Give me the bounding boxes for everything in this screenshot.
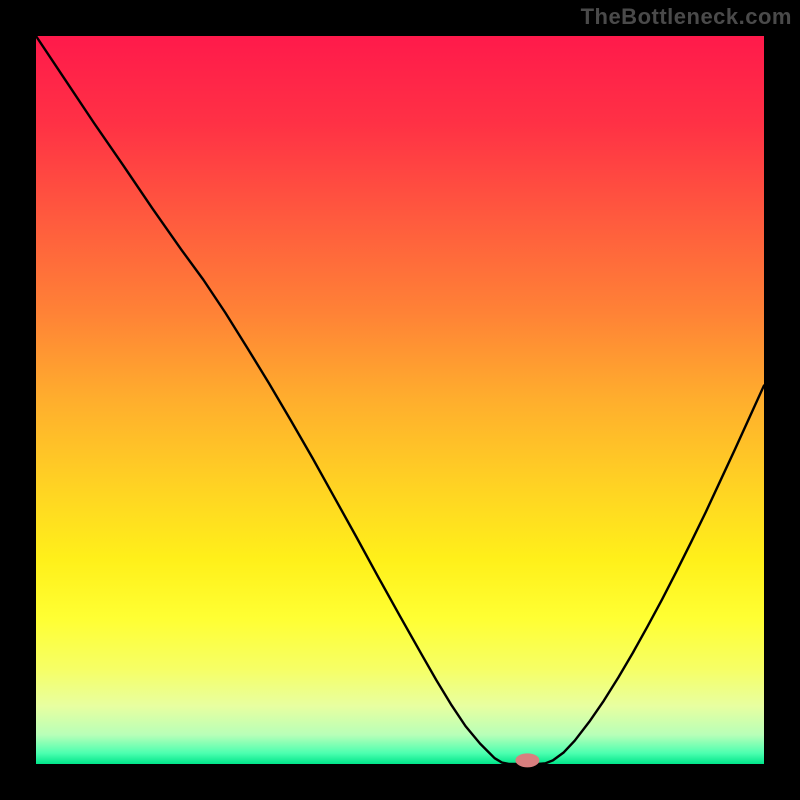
- optimal-point-marker: [515, 753, 539, 767]
- plot-background: [36, 36, 764, 764]
- watermark-text: TheBottleneck.com: [581, 0, 800, 30]
- bottleneck-chart: [0, 0, 800, 800]
- chart-container: TheBottleneck.com: [0, 0, 800, 800]
